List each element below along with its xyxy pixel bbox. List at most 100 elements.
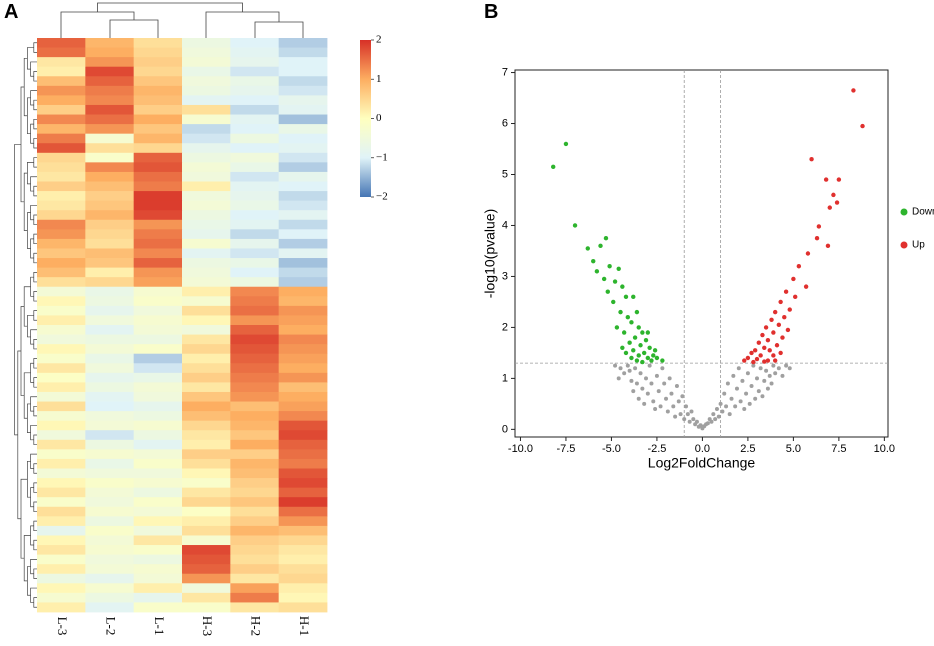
data-point [749,384,754,389]
heatmap-cell [85,487,135,498]
heatmap-cell [37,382,86,393]
colorbar-tick-label: −2 [376,191,388,203]
heatmap-cell [278,66,328,77]
dendrogram-branch [33,71,37,82]
column-dendrogram [60,2,304,38]
data-point [601,276,607,282]
data-point [634,381,639,386]
heatmap-cell [133,47,183,58]
heatmap-cell [85,238,135,249]
data-point [791,276,796,282]
data-point [783,289,789,294]
data-point [622,371,627,376]
heatmap-cell [278,458,328,469]
data-point [614,325,620,330]
data-point [714,406,719,411]
dendrogram-branch [33,291,37,302]
heatmap-cell [182,57,231,68]
heatmap-cell [278,391,328,402]
data-point [572,223,578,228]
heatmap-cell [37,210,86,221]
data-point [623,350,629,356]
heatmap-cell [133,411,183,422]
dendrogram-branch [30,487,34,508]
heatmap-cell [278,162,328,173]
heatmap-cell [85,57,135,68]
data-point [762,378,767,383]
heatmap-cell [278,210,328,221]
data-point [805,251,811,256]
heatmap-cell [182,564,231,575]
data-point [718,401,723,406]
heatmap-cell [230,305,280,316]
x-tick-label: 2.5 [740,443,755,455]
dendrogram-branch [23,172,28,231]
data-point [640,330,645,335]
heatmap-cell [230,334,280,345]
heatmap-cell [278,439,328,450]
heatmap-cell [278,516,328,527]
heatmap-cell [85,411,135,422]
heatmap-cell [85,372,135,383]
heatmap-cell [133,497,183,508]
heatmap-cell [37,124,86,135]
heatmap-cell [133,181,183,192]
data-point [645,355,651,361]
heatmap-cell [133,114,183,125]
heatmap-cell [85,535,135,546]
heatmap-cell [37,267,86,278]
heatmap-cell [278,573,328,584]
heatmap-cell [37,181,86,192]
heatmap-cell [37,162,86,173]
data-point [625,315,631,320]
heatmap-cell [133,353,183,364]
heatmap-cell [182,325,231,335]
heatmap-cell [133,573,183,584]
dendrogram-branch [33,99,37,111]
heatmap-cell [182,38,231,48]
data-point [744,391,749,396]
heatmap-cell [230,171,280,182]
column-label: H-3 [200,616,215,636]
heatmap-cell [230,535,280,546]
y-tick-label: 0 [502,423,508,435]
data-point [660,358,665,363]
heatmap-cell [182,334,231,345]
data-point [621,330,627,335]
dendrogram-branch [30,276,34,297]
heatmap-cell [37,286,86,297]
heatmap-cell [230,353,280,364]
heatmap-cell [133,592,183,603]
heatmap-cell [85,391,135,402]
heatmap-cell [133,564,183,575]
heatmap-cell [182,47,231,58]
heatmap-cell [85,353,135,364]
heatmap-cell [133,315,183,326]
data-point [620,284,625,289]
heatmap-cell [230,506,280,517]
heatmap-cell [133,200,183,211]
heatmap-cell [182,525,231,536]
heatmap-cell [182,458,231,469]
heatmap-cell [85,181,135,192]
heatmap-cell [278,85,328,96]
heatmap-cell [182,592,231,603]
data-point [778,299,783,305]
data-point [662,381,667,386]
heatmap-cell [278,592,328,603]
heatmap-cell [182,363,231,374]
heatmap-cell [133,516,183,527]
heatmap-cell [182,200,231,211]
data-point [803,284,809,289]
legend-label: Up [912,240,925,251]
dendrogram-branch [33,118,37,130]
heatmap-cell [85,382,135,393]
data-point [729,396,734,401]
data-point [634,358,640,363]
heatmap-cell [182,95,231,106]
data-point [620,345,625,350]
heatmap-cell [278,334,328,345]
heatmap-cell [230,38,280,48]
heatmap-cell [278,583,328,594]
heatmap-cell [278,363,328,374]
